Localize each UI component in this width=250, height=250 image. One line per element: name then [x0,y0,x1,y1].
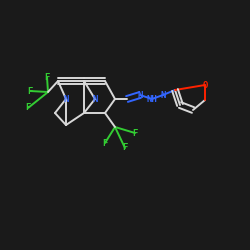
Text: F: F [27,86,33,96]
Text: F: F [122,144,128,152]
Text: F: F [44,72,50,82]
Text: F: F [132,128,138,138]
Text: NH: NH [146,94,158,104]
Text: F: F [25,104,31,112]
Text: N: N [63,94,69,104]
Text: N: N [137,90,143,100]
Text: O: O [202,80,208,90]
Text: N: N [92,94,98,104]
Text: F: F [102,138,108,147]
Text: N: N [160,90,166,100]
